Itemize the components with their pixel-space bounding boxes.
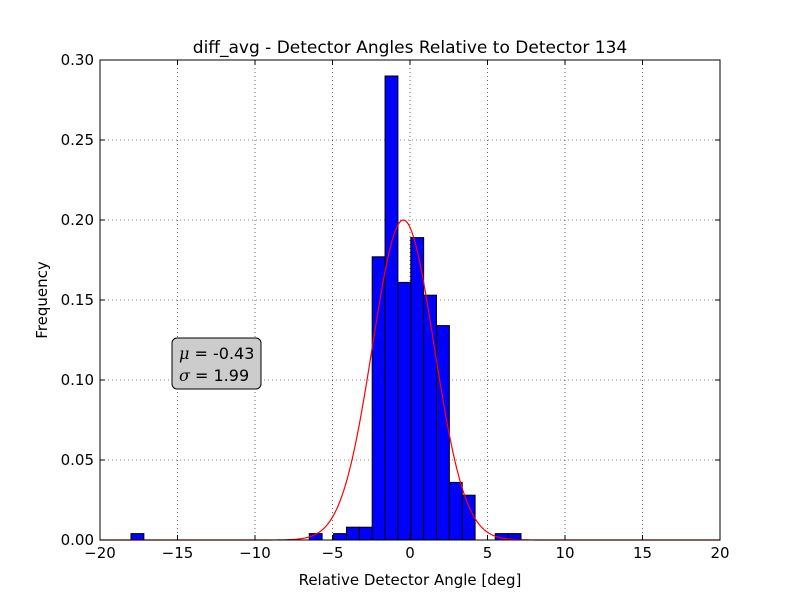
histogram-bar — [384, 75, 399, 541]
sigma-line: σ = 1.99 — [179, 366, 249, 385]
mu-line: μ = -0.43 — [179, 344, 254, 363]
y-tick-labels: 0.00 0.05 0.10 0.15 0.20 0.25 0.30 — [61, 51, 94, 549]
x-tick-label: −15 — [162, 544, 194, 562]
histogram-bar — [130, 533, 145, 541]
bars-group — [130, 75, 522, 541]
sigma-value: = 1.99 — [190, 366, 249, 385]
mu-value: = -0.43 — [189, 344, 254, 363]
chart-title: diff_avg - Detector Angles Relative to D… — [193, 38, 627, 58]
stats-annotation-box — [171, 337, 262, 390]
histogram-bar — [371, 256, 386, 541]
histogram-bar — [397, 281, 412, 541]
x-tick-label: −5 — [321, 544, 343, 562]
stats-annotation: μ = -0.43 σ = 1.99 — [171, 337, 262, 390]
x-tick-label: −10 — [239, 544, 271, 562]
y-tick-label: 0.05 — [61, 451, 94, 469]
y-tick-label: 0.15 — [61, 291, 94, 309]
mu-symbol: μ — [179, 344, 189, 363]
axis-ticks — [99, 59, 721, 541]
grid-lines — [100, 60, 720, 540]
histogram-bar — [345, 526, 360, 541]
x-tick-label: 15 — [633, 544, 652, 562]
x-axis-label: Relative Detector Angle [deg] — [299, 571, 522, 589]
x-tick-label: −20 — [84, 544, 116, 562]
histogram-bar — [358, 526, 373, 541]
y-tick-label: 0.25 — [61, 131, 94, 149]
histogram-bar — [448, 481, 463, 541]
y-tick-label: 0.10 — [61, 371, 94, 389]
histogram-bar — [333, 533, 347, 541]
histogram-bar — [410, 237, 425, 541]
x-tick-label: 0 — [405, 544, 415, 562]
histogram-bar — [423, 294, 438, 541]
histogram-bar — [461, 494, 476, 541]
histogram-bar — [436, 325, 450, 541]
y-tick-label: 0.00 — [61, 531, 94, 549]
x-tick-label: 10 — [555, 544, 574, 562]
x-tick-label: 5 — [483, 544, 493, 562]
y-tick-label: 0.20 — [61, 211, 94, 229]
x-tick-label: 20 — [710, 544, 729, 562]
sigma-symbol: σ — [179, 366, 191, 385]
x-tick-labels: −20 −15 −10 −5 0 5 10 15 20 — [84, 544, 729, 562]
y-tick-label: 0.30 — [61, 51, 94, 69]
y-axis-label: Frequency — [33, 261, 51, 339]
